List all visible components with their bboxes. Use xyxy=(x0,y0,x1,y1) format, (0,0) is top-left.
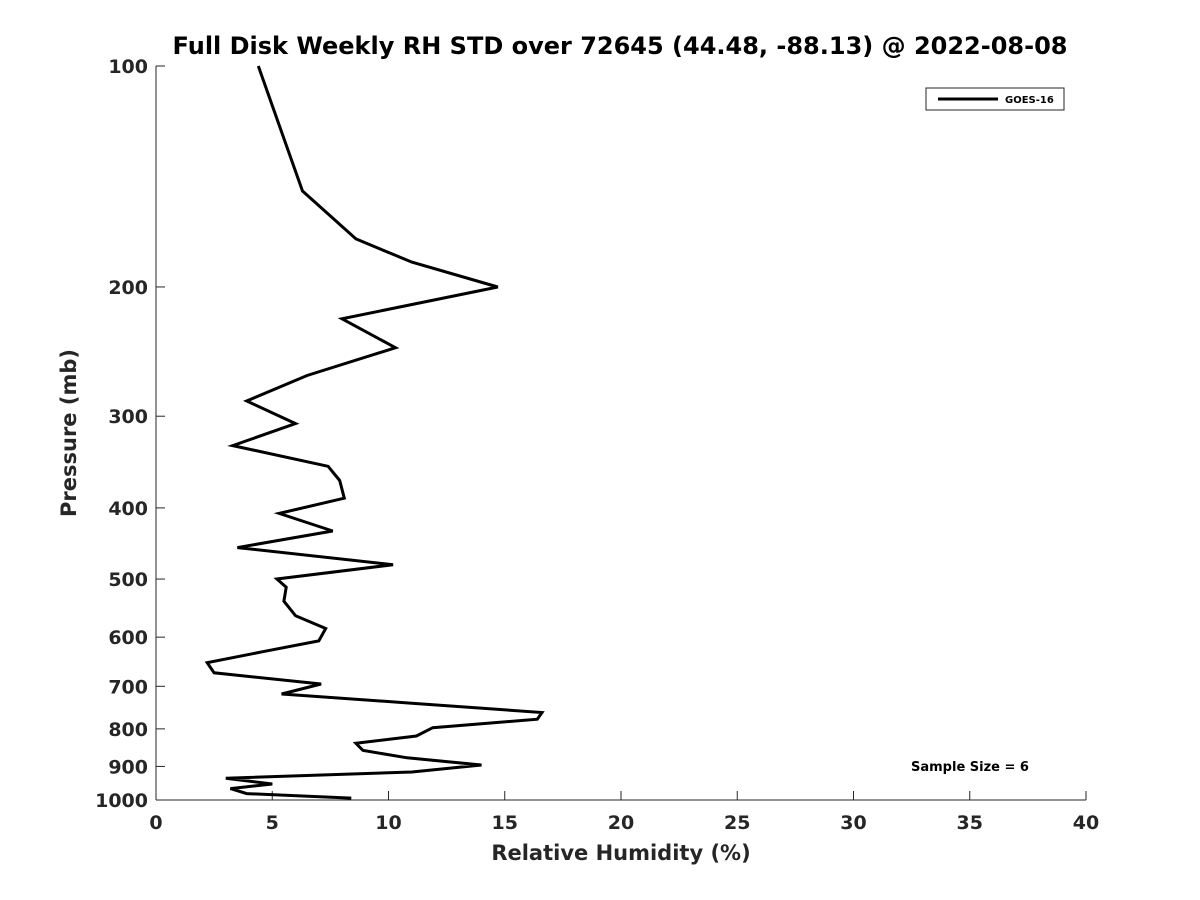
x-axis-ticks: 0 5 10 15 20 25 30 35 40 xyxy=(149,791,1099,834)
series-line-goes-16 xyxy=(204,65,545,800)
y-axis-ticks: 100 200 300 400 500 600 700 800 900 1000 xyxy=(95,56,165,812)
y-tick-label: 500 xyxy=(108,569,148,591)
plot-area: 0 5 10 15 20 25 30 35 40 100 200 300 400 500 600 700 80… xyxy=(95,56,1099,834)
x-tick-label: 10 xyxy=(375,812,401,834)
x-tick-label: 15 xyxy=(492,812,518,834)
y-tick-label: 700 xyxy=(108,676,148,698)
x-tick-label: 5 xyxy=(266,812,279,834)
y-tick-label: 1000 xyxy=(95,790,148,812)
y-tick-label: 200 xyxy=(108,277,148,299)
y-tick-label: 800 xyxy=(108,719,148,741)
legend: GOES-16 xyxy=(925,87,1065,111)
y-tick-label: 900 xyxy=(108,756,148,778)
y-axis-label: Pressure (mb) xyxy=(57,349,81,517)
x-tick-label: 20 xyxy=(608,812,634,834)
x-tick-label: 0 xyxy=(149,812,162,834)
x-tick-label: 30 xyxy=(840,812,866,834)
x-tick-label: 40 xyxy=(1073,812,1099,834)
legend-label-goes-16: GOES-16 xyxy=(1005,95,1054,106)
sample-size-annotation: Sample Size = 6 xyxy=(911,760,1029,775)
y-tick-label: 400 xyxy=(108,498,148,520)
y-tick-label: 300 xyxy=(108,406,148,428)
x-tick-label: 35 xyxy=(957,812,983,834)
x-axis-label: Relative Humidity (%) xyxy=(491,841,750,865)
y-tick-label: 100 xyxy=(108,56,148,78)
y-tick-label: 600 xyxy=(108,627,148,649)
chart-title: Full Disk Weekly RH STD over 72645 (44.4… xyxy=(173,32,1068,60)
x-tick-label: 25 xyxy=(724,812,750,834)
